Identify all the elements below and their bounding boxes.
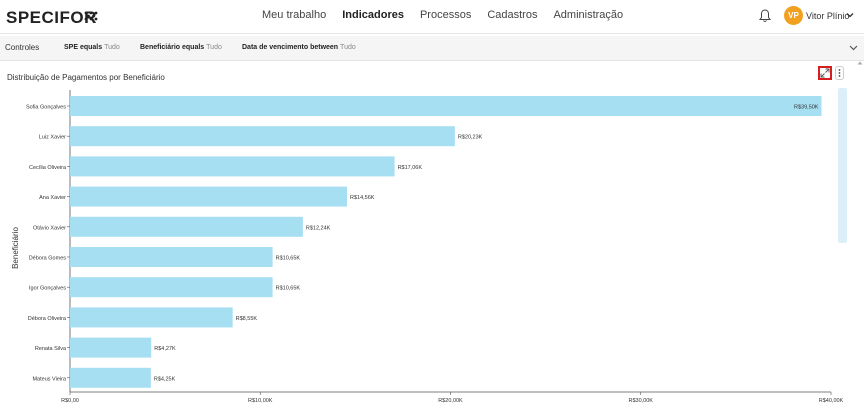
- filter-spe-label: SPE equals: [64, 44, 103, 51]
- more-vertical-icon: [838, 69, 841, 77]
- filter-spe[interactable]: SPE equals Tudo: [64, 44, 120, 51]
- nav-item-administracao[interactable]: Administração: [553, 9, 624, 21]
- chart-scrollbar[interactable]: [838, 88, 847, 243]
- main-nav: Meu trabalho Indicadores Processos Cadas…: [262, 9, 639, 21]
- more-options-button[interactable]: [835, 66, 844, 80]
- nav-item-indicadores[interactable]: Indicadores: [342, 9, 404, 21]
- avatar[interactable]: VP: [784, 6, 803, 25]
- scroll-up-icon[interactable]: [857, 60, 863, 66]
- nav-item-processos[interactable]: Processos: [419, 9, 472, 21]
- filter-spe-value: Tudo: [104, 44, 120, 51]
- filter-data-vencimento-value: Tudo: [340, 44, 356, 51]
- chevron-down-icon[interactable]: [849, 44, 858, 52]
- expand-icon: [820, 68, 830, 78]
- chart-panel: Distribuição de Pagamentos por Beneficiá…: [0, 63, 864, 414]
- user-name[interactable]: Vitor Plínio: [806, 11, 850, 21]
- chevron-down-icon[interactable]: [846, 11, 854, 19]
- filter-data-vencimento-label: Data de vencimento between: [242, 44, 339, 51]
- nav-item-cadastros[interactable]: Cadastros: [487, 9, 538, 21]
- logo-dots-icon: [84, 11, 98, 21]
- filter-data-vencimento[interactable]: Data de vencimento between Tudo: [242, 44, 356, 51]
- filter-beneficiario-label: Beneficiário equals: [140, 44, 205, 51]
- top-navbar: SPECIFOR Meu trabalho Indicadores Proces…: [0, 0, 864, 34]
- controls-bar: Controles SPE equals Tudo Beneficiário e…: [0, 36, 864, 61]
- filter-beneficiario[interactable]: Beneficiário equals Tudo: [140, 44, 222, 51]
- bell-icon[interactable]: [759, 9, 771, 23]
- app-logo[interactable]: SPECIFOR: [6, 8, 97, 27]
- expand-button[interactable]: [818, 66, 832, 80]
- chart-title: Distribuição de Pagamentos por Beneficiá…: [7, 73, 165, 82]
- filter-beneficiario-value: Tudo: [206, 44, 222, 51]
- nav-item-meu-trabalho[interactable]: Meu trabalho: [262, 9, 327, 21]
- controls-title[interactable]: Controles: [5, 43, 40, 52]
